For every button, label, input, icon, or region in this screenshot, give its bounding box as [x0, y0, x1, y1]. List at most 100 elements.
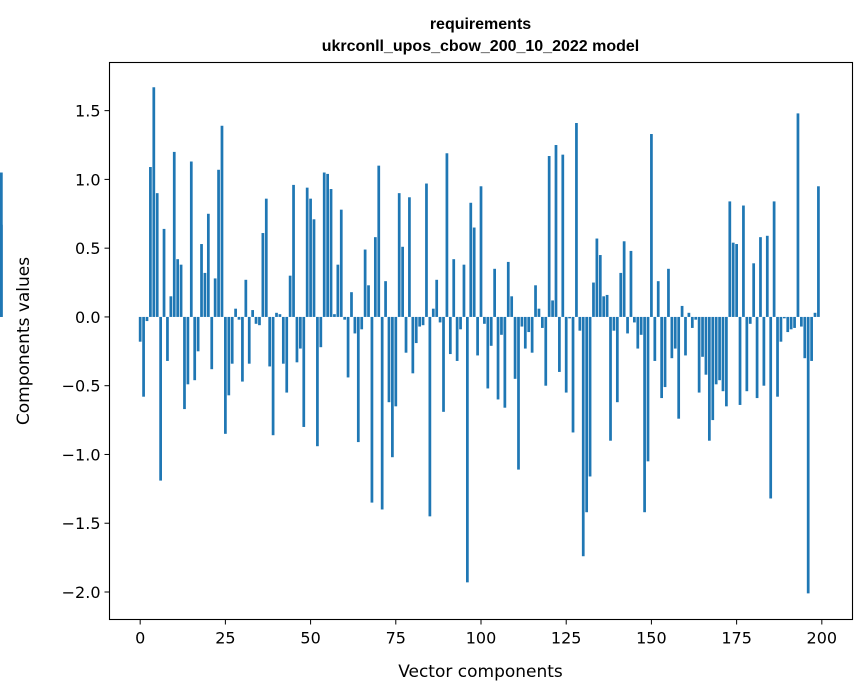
bar-component-191 [789, 316, 793, 330]
y-tick-label: 0.5 [75, 239, 100, 258]
bar-component-71 [380, 316, 384, 510]
y-tick-label: 1.5 [75, 102, 100, 121]
bar-component-166 [704, 316, 708, 375]
bar-component-144 [629, 250, 633, 317]
bar-component-50 [309, 198, 312, 317]
bar-component-12 [179, 264, 183, 317]
bar-component-85 [428, 316, 432, 517]
bar-component-149 [646, 316, 650, 462]
bar-component-99 [476, 316, 479, 356]
bar-component-68 [370, 316, 374, 503]
bar-component-17 [196, 316, 200, 352]
bar-component-187 [776, 316, 779, 397]
bar-component-59 [339, 209, 343, 317]
bar-component-13 [183, 316, 186, 410]
bar-component-61 [346, 316, 350, 378]
bar-component-122 [554, 145, 558, 317]
bar-component-155 [667, 268, 670, 317]
bar-component-141 [619, 272, 623, 317]
y-tick-label: −1.5 [62, 514, 101, 533]
bar-component-4 [152, 87, 156, 317]
bar-component-82 [418, 316, 422, 327]
bar-component-164 [697, 316, 701, 393]
y-tick-label: −0.5 [62, 377, 101, 396]
bar-component-123 [558, 316, 561, 372]
chart-subtitle: ukrconll_upos_cbow_200_10_2022 model [322, 38, 639, 55]
bar-component-174 [731, 242, 735, 317]
bar-component-178 [745, 316, 749, 392]
bar-component-48 [302, 316, 306, 427]
bar-component-147 [639, 316, 643, 335]
bar-component-111 [517, 316, 520, 470]
bar-component-33 [251, 310, 255, 317]
y-tick-label: −2.0 [62, 583, 101, 602]
bar-component-47 [299, 316, 302, 349]
bar-component-39 [271, 316, 275, 436]
bar-component-80 [411, 316, 415, 374]
bar-component-177 [742, 205, 745, 317]
bar-component-25 [224, 316, 227, 434]
bar-component-135 [598, 255, 602, 317]
bar-component-23 [217, 169, 220, 317]
bar-component-89 [442, 316, 445, 412]
bar-component-112 [520, 316, 524, 327]
x-tick-label: 25 [215, 629, 235, 648]
bar-component-165 [701, 316, 704, 357]
bar-component-65 [360, 316, 364, 330]
bar-component-16 [193, 316, 197, 381]
bar-component-20 [206, 213, 210, 317]
bar-component-151 [653, 316, 657, 361]
bar-component-171 [721, 316, 725, 392]
x-axis-title: Vector components [398, 662, 563, 682]
bar-component-175 [735, 244, 738, 317]
bar-component-121 [551, 300, 554, 317]
bar-component-19 [203, 272, 207, 317]
bar-component-124 [561, 154, 565, 317]
bar-component-170 [718, 316, 721, 381]
bar-component-169 [714, 316, 718, 385]
bar-component-3 [149, 167, 152, 317]
bar-component-130 [581, 316, 585, 557]
bar-component-105 [496, 316, 500, 400]
bar-component-113 [523, 316, 527, 349]
bar-component-75 [394, 316, 398, 407]
bar-component-161 [687, 312, 691, 317]
bar-component-51 [312, 219, 316, 317]
bar-component-15 [189, 161, 193, 317]
bar-component-38 [268, 316, 272, 367]
bar-component-153 [660, 316, 663, 399]
bar-component-41 [278, 314, 282, 317]
bar-component-53 [319, 316, 323, 348]
bar-component-2 [145, 316, 149, 322]
bar-component-162 [690, 316, 694, 328]
bar-component-79 [408, 197, 411, 317]
bar-component-31 [244, 279, 248, 317]
x-ticks-group: 0 25 50 75 100 125 150 175 200 [135, 619, 837, 648]
y-ticks-group: −2.0 −1.5 −1.0 −0.5 0.0 0.5 1.0 1.5 [62, 102, 110, 602]
bar-component-58 [336, 264, 340, 317]
bar-component-88 [438, 316, 442, 323]
bar-component-90 [445, 153, 449, 317]
bar-component-132 [588, 316, 592, 477]
bar-component-36 [261, 233, 265, 317]
bar-component-18 [200, 244, 203, 317]
bar-component-142 [622, 241, 626, 317]
bar-component-176 [738, 316, 742, 405]
bar-component-163 [694, 316, 698, 320]
bar-component-125 [564, 316, 568, 393]
bar-component-94 [459, 316, 462, 330]
bar-component-46 [295, 316, 299, 363]
x-tick-label: 50 [300, 629, 320, 648]
x-tick-label: 150 [636, 629, 667, 648]
bar-component-145 [633, 316, 636, 323]
bar-component-32 [247, 316, 251, 364]
bar-component-9 [169, 296, 173, 317]
bar-component-52 [316, 316, 319, 447]
bar-component-136 [602, 296, 606, 317]
bar-component-87 [435, 279, 439, 317]
bar-component-55 [326, 173, 329, 317]
bar-component-195 [803, 316, 807, 359]
bar-component-143 [626, 316, 629, 334]
